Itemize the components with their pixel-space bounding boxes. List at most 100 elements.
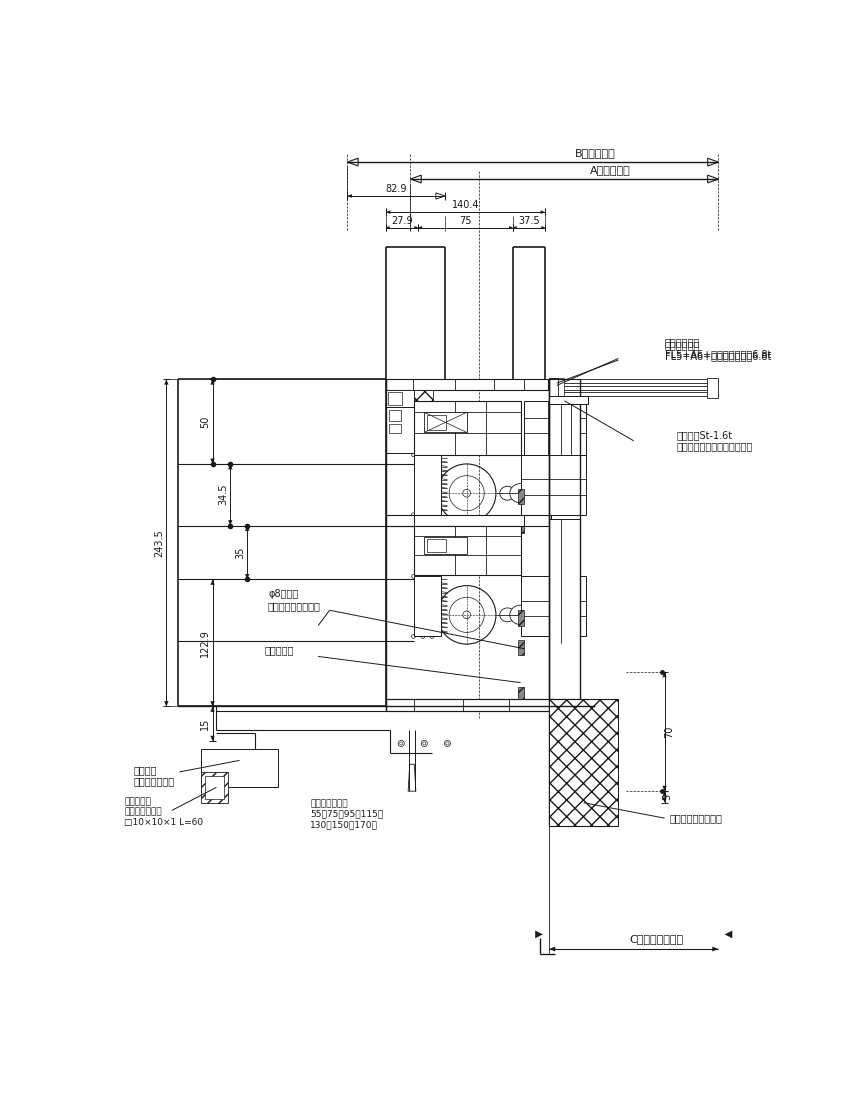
Ellipse shape: [400, 742, 403, 745]
Ellipse shape: [422, 741, 428, 746]
Bar: [386, 380, 548, 390]
Bar: [414, 390, 433, 407]
Bar: [414, 526, 521, 575]
Text: 27.9: 27.9: [391, 216, 413, 226]
Bar: [386, 699, 549, 711]
Bar: [518, 640, 524, 655]
Text: A：呼称寸法: A：呼称寸法: [590, 165, 631, 175]
Ellipse shape: [444, 741, 450, 746]
Polygon shape: [164, 701, 168, 706]
Polygon shape: [663, 672, 667, 677]
Text: 34.5: 34.5: [218, 484, 228, 506]
Ellipse shape: [518, 689, 524, 699]
Text: 75: 75: [460, 216, 472, 226]
Polygon shape: [712, 946, 719, 952]
Ellipse shape: [449, 598, 484, 632]
Polygon shape: [535, 931, 543, 939]
Bar: [558, 379, 564, 397]
Text: 82.9: 82.9: [385, 184, 407, 194]
Text: シーリング: シーリング: [264, 645, 294, 655]
Bar: [386, 407, 414, 453]
Text: 35: 35: [235, 546, 245, 559]
Text: 15: 15: [200, 717, 210, 730]
Text: 243.5: 243.5: [154, 529, 164, 557]
Bar: [414, 455, 442, 515]
Ellipse shape: [527, 608, 542, 622]
Polygon shape: [211, 458, 215, 464]
Polygon shape: [211, 706, 215, 712]
Ellipse shape: [527, 486, 542, 500]
Ellipse shape: [411, 634, 416, 639]
Ellipse shape: [552, 604, 563, 625]
Ellipse shape: [398, 741, 404, 746]
Polygon shape: [245, 526, 250, 531]
Bar: [549, 379, 558, 397]
Text: φ8穴加工
裏面バッフル材付き: φ8穴加工 裏面バッフル材付き: [268, 589, 321, 611]
Text: 規格水切寸法は
55、75、95、115、
130、150、170㎜: 規格水切寸法は 55、75、95、115、 130、150、170㎜: [310, 799, 384, 829]
Bar: [427, 539, 446, 551]
Ellipse shape: [499, 608, 515, 622]
Bar: [389, 424, 401, 433]
Ellipse shape: [411, 513, 416, 517]
Polygon shape: [164, 380, 168, 384]
Bar: [201, 748, 278, 787]
Bar: [549, 397, 580, 458]
Polygon shape: [549, 946, 556, 952]
Polygon shape: [211, 380, 215, 384]
Polygon shape: [386, 210, 391, 214]
Bar: [518, 488, 524, 504]
Text: 規格水切
（オプション）: 規格水切 （オプション）: [133, 765, 175, 787]
Bar: [205, 776, 224, 799]
Text: 排水パイプ
（オプション）
□10×10×1 L=60: 排水パイプ （オプション） □10×10×1 L=60: [124, 797, 203, 827]
Ellipse shape: [449, 476, 484, 510]
Ellipse shape: [437, 464, 496, 523]
Ellipse shape: [437, 586, 496, 644]
Ellipse shape: [430, 513, 434, 517]
Ellipse shape: [510, 606, 531, 624]
Ellipse shape: [463, 611, 471, 619]
Bar: [521, 577, 586, 637]
Ellipse shape: [499, 486, 515, 500]
Ellipse shape: [421, 575, 425, 578]
Bar: [201, 772, 228, 803]
Polygon shape: [211, 736, 215, 742]
Ellipse shape: [430, 575, 434, 578]
Text: 70: 70: [664, 725, 674, 737]
Bar: [389, 410, 401, 421]
Bar: [549, 699, 619, 826]
Bar: [386, 515, 551, 526]
Polygon shape: [415, 226, 418, 229]
Polygon shape: [418, 226, 422, 229]
Polygon shape: [513, 226, 517, 229]
Bar: [524, 401, 586, 455]
Ellipse shape: [411, 453, 416, 456]
Bar: [549, 396, 588, 404]
Ellipse shape: [421, 634, 425, 639]
Polygon shape: [245, 575, 250, 579]
Bar: [414, 577, 442, 637]
Text: 140.4: 140.4: [452, 200, 480, 210]
Bar: [521, 455, 586, 515]
Text: 37.5: 37.5: [518, 216, 540, 226]
Polygon shape: [509, 226, 513, 229]
Text: 50: 50: [200, 415, 210, 427]
Bar: [424, 412, 467, 433]
Polygon shape: [211, 701, 215, 706]
Bar: [549, 519, 580, 701]
Bar: [414, 401, 521, 455]
Ellipse shape: [430, 634, 434, 639]
Polygon shape: [663, 786, 667, 792]
Ellipse shape: [446, 742, 449, 745]
Polygon shape: [725, 931, 733, 939]
Ellipse shape: [541, 488, 553, 499]
Text: 複層ガラス：
FL5+A6+網入型板ガラス6.8t: 複層ガラス： FL5+A6+網入型板ガラス6.8t: [664, 338, 771, 360]
Ellipse shape: [430, 453, 434, 456]
Ellipse shape: [463, 489, 471, 497]
Ellipse shape: [421, 513, 425, 517]
Polygon shape: [542, 226, 545, 229]
Text: 仕上材（別途工事）: 仕上材（別途工事）: [670, 814, 722, 824]
Polygon shape: [408, 764, 416, 792]
Text: 複層ガラス：
FL5+A6+網入型板ガラス6.8t: 複層ガラス： FL5+A6+網入型板ガラス6.8t: [664, 340, 771, 362]
Text: 耐火材：St-1.6t
（高耐食性溶融メッキ鋼板）: 耐火材：St-1.6t （高耐食性溶融メッキ鋼板）: [677, 430, 753, 452]
Polygon shape: [228, 464, 232, 469]
